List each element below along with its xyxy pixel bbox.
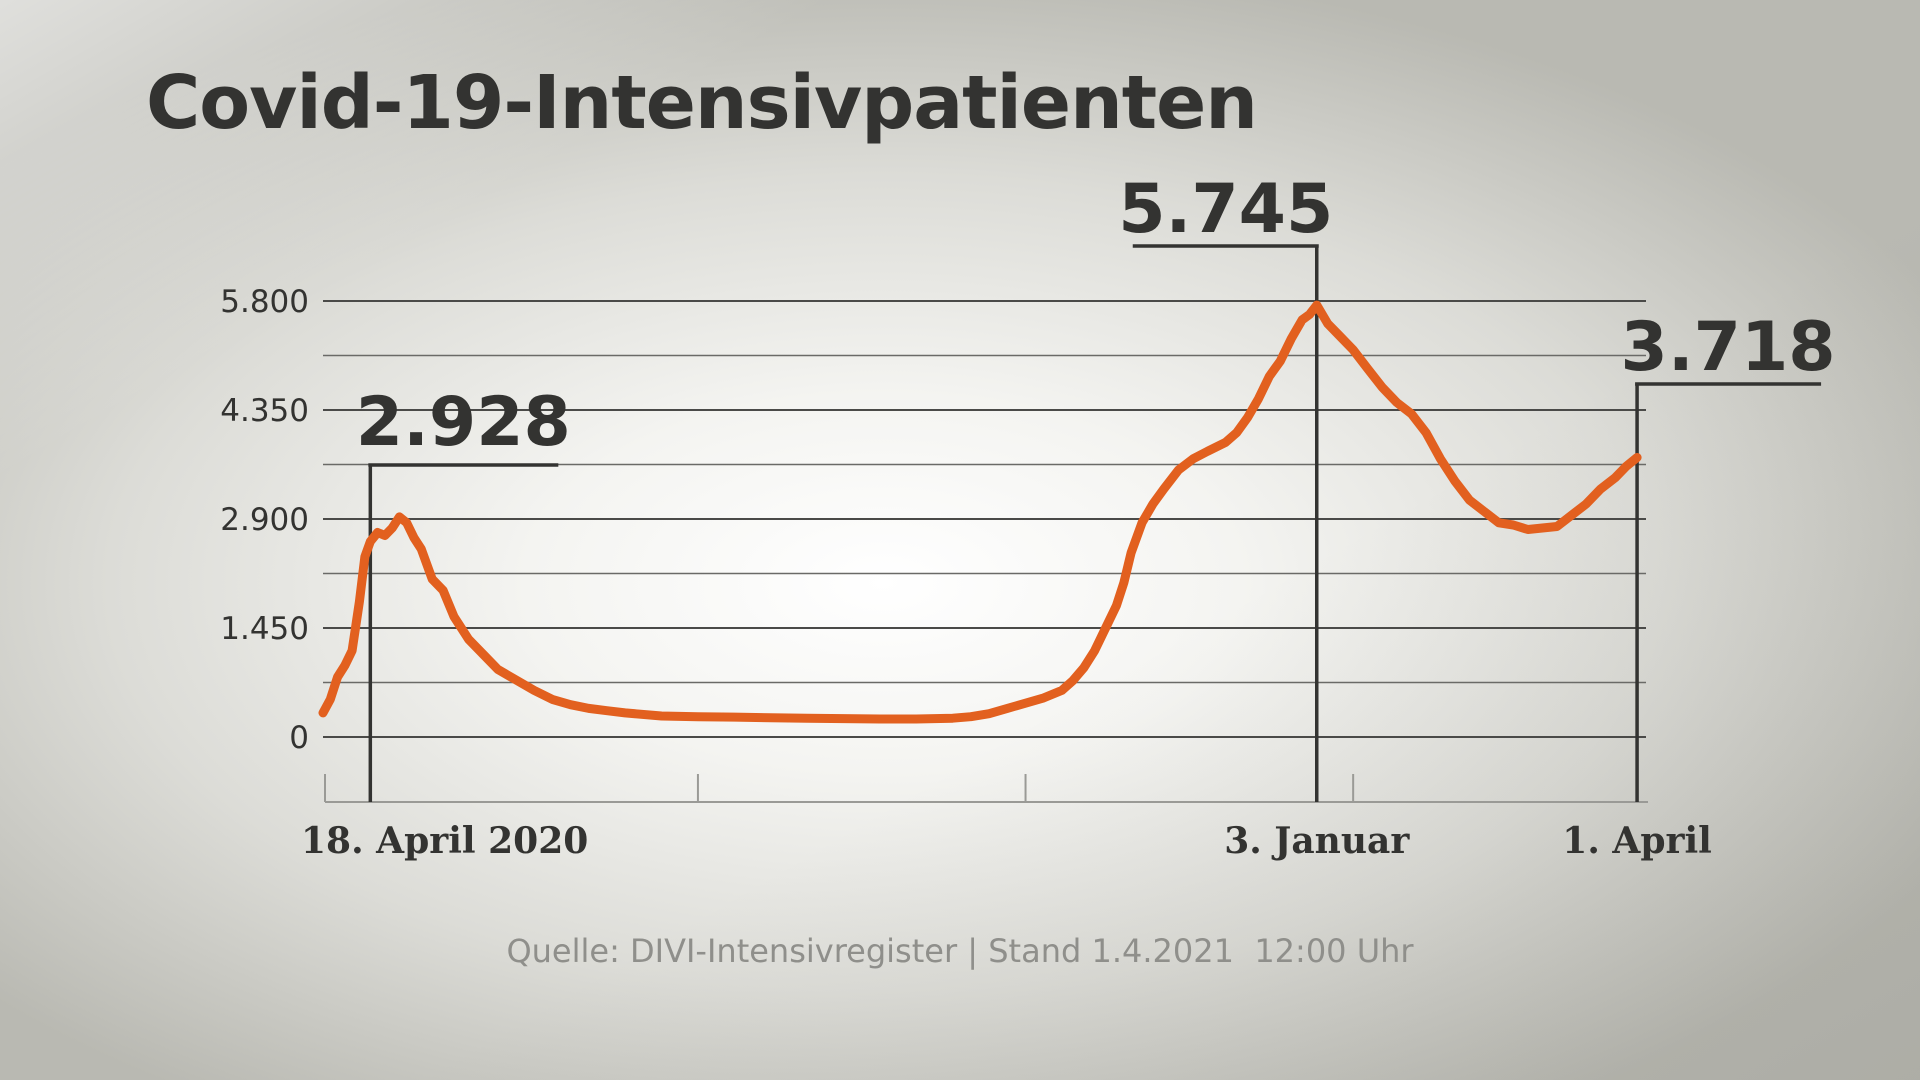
y-tick-label: 0 [289, 720, 309, 756]
x-tick-label: 18. April 2020 [301, 820, 588, 862]
annotation-labels: 2.928 5.745 3.718 [356, 170, 1836, 462]
chart-title: Covid-19-Intensivpatienten [146, 60, 1258, 146]
annotation-value-label: 3.718 [1621, 308, 1836, 387]
series-line [318, 300, 1642, 724]
x-tick-label: 1. April [1562, 820, 1712, 862]
y-tick-label: 4.350 [220, 393, 309, 429]
annotation-value-label: 5.745 [1118, 170, 1333, 249]
gridlines [323, 300, 1646, 738]
x-axis: 18. April 2020 3. Januar 1. April [301, 774, 1712, 862]
y-axis-tick-labels: 0 1.450 2.900 4.350 5.800 [220, 284, 309, 756]
x-tick-label: 3. Januar [1224, 820, 1410, 862]
data-series [318, 300, 1642, 724]
y-tick-label: 1.450 [220, 611, 309, 647]
source-note: Quelle: DIVI-Intensivregister | Stand 1.… [506, 932, 1414, 970]
annotation-markers [368, 244, 1822, 802]
y-tick-label: 5.800 [220, 284, 309, 320]
annotation-value-label: 2.928 [356, 383, 571, 462]
y-tick-label: 2.900 [220, 502, 309, 538]
